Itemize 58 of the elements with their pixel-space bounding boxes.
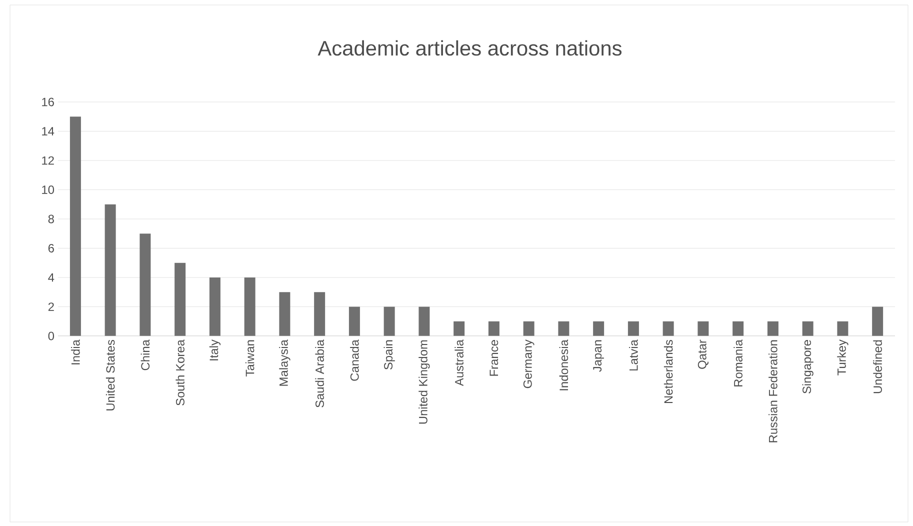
x-tick-label: Taiwan <box>245 340 254 376</box>
bar <box>558 321 570 336</box>
x-tick-label: United States <box>106 340 115 410</box>
x-tick-label: Australia <box>454 340 464 386</box>
bar <box>454 321 465 336</box>
y-tick-label: 2 <box>48 302 54 311</box>
x-tick-label: Qatar <box>698 340 709 369</box>
bar <box>488 321 500 336</box>
bar <box>767 321 778 336</box>
bar <box>348 306 360 336</box>
x-tick-label: Turkey <box>837 340 848 376</box>
x-tick-label: Japan <box>593 340 604 372</box>
bar <box>418 306 430 336</box>
x-tick-label: Netherlands <box>664 340 673 403</box>
bar <box>732 321 744 336</box>
x-tick-label: China <box>140 340 150 370</box>
x-tick-label: Germany <box>523 340 534 388</box>
bar <box>279 292 290 336</box>
x-tick-label: Undefined <box>873 340 882 394</box>
y-tick-label: 12 <box>42 156 54 165</box>
x-tick-label: Romania <box>734 340 742 386</box>
bar <box>384 306 395 336</box>
x-tick-label: Indonesia <box>559 340 568 390</box>
x-tick-label: South Korea <box>176 340 184 406</box>
x-tick-label: Canada <box>350 340 359 381</box>
y-tick-label: 10 <box>42 186 54 194</box>
bar <box>593 321 604 336</box>
y-tick-label: 6 <box>48 244 54 252</box>
chart-title: Academic articles across nations <box>318 40 622 56</box>
bar <box>140 234 151 336</box>
x-tick-label: France <box>490 340 498 376</box>
x-tick-label: Italy <box>209 340 221 360</box>
bar <box>174 262 186 336</box>
x-tick-label: India <box>71 340 80 364</box>
x-tick-label: United Kingdom <box>418 340 430 424</box>
bar <box>698 321 709 336</box>
x-tick-label: Malaysia <box>279 340 290 386</box>
bar <box>628 321 639 336</box>
bar <box>70 116 81 336</box>
y-tick-label: 16 <box>42 98 54 106</box>
bar <box>209 277 220 336</box>
x-tick-label: Saudi Arabia <box>315 340 324 408</box>
bar <box>314 292 326 336</box>
bar <box>244 277 256 336</box>
x-tick-label: Spain <box>384 340 395 370</box>
bar <box>523 321 534 336</box>
x-tick-label: Russian Federation <box>768 340 778 442</box>
bar <box>104 204 116 336</box>
bar <box>662 321 674 336</box>
bar <box>872 306 884 336</box>
y-tick-label: 0 <box>48 332 54 340</box>
y-tick-label: 14 <box>42 127 54 136</box>
x-tick-label: Latvia <box>629 340 638 370</box>
x-tick-label: Singapore <box>802 340 814 394</box>
y-tick-label: 8 <box>48 214 54 224</box>
bar <box>802 321 814 336</box>
y-tick-label: 4 <box>48 273 54 282</box>
bar <box>837 321 848 336</box>
